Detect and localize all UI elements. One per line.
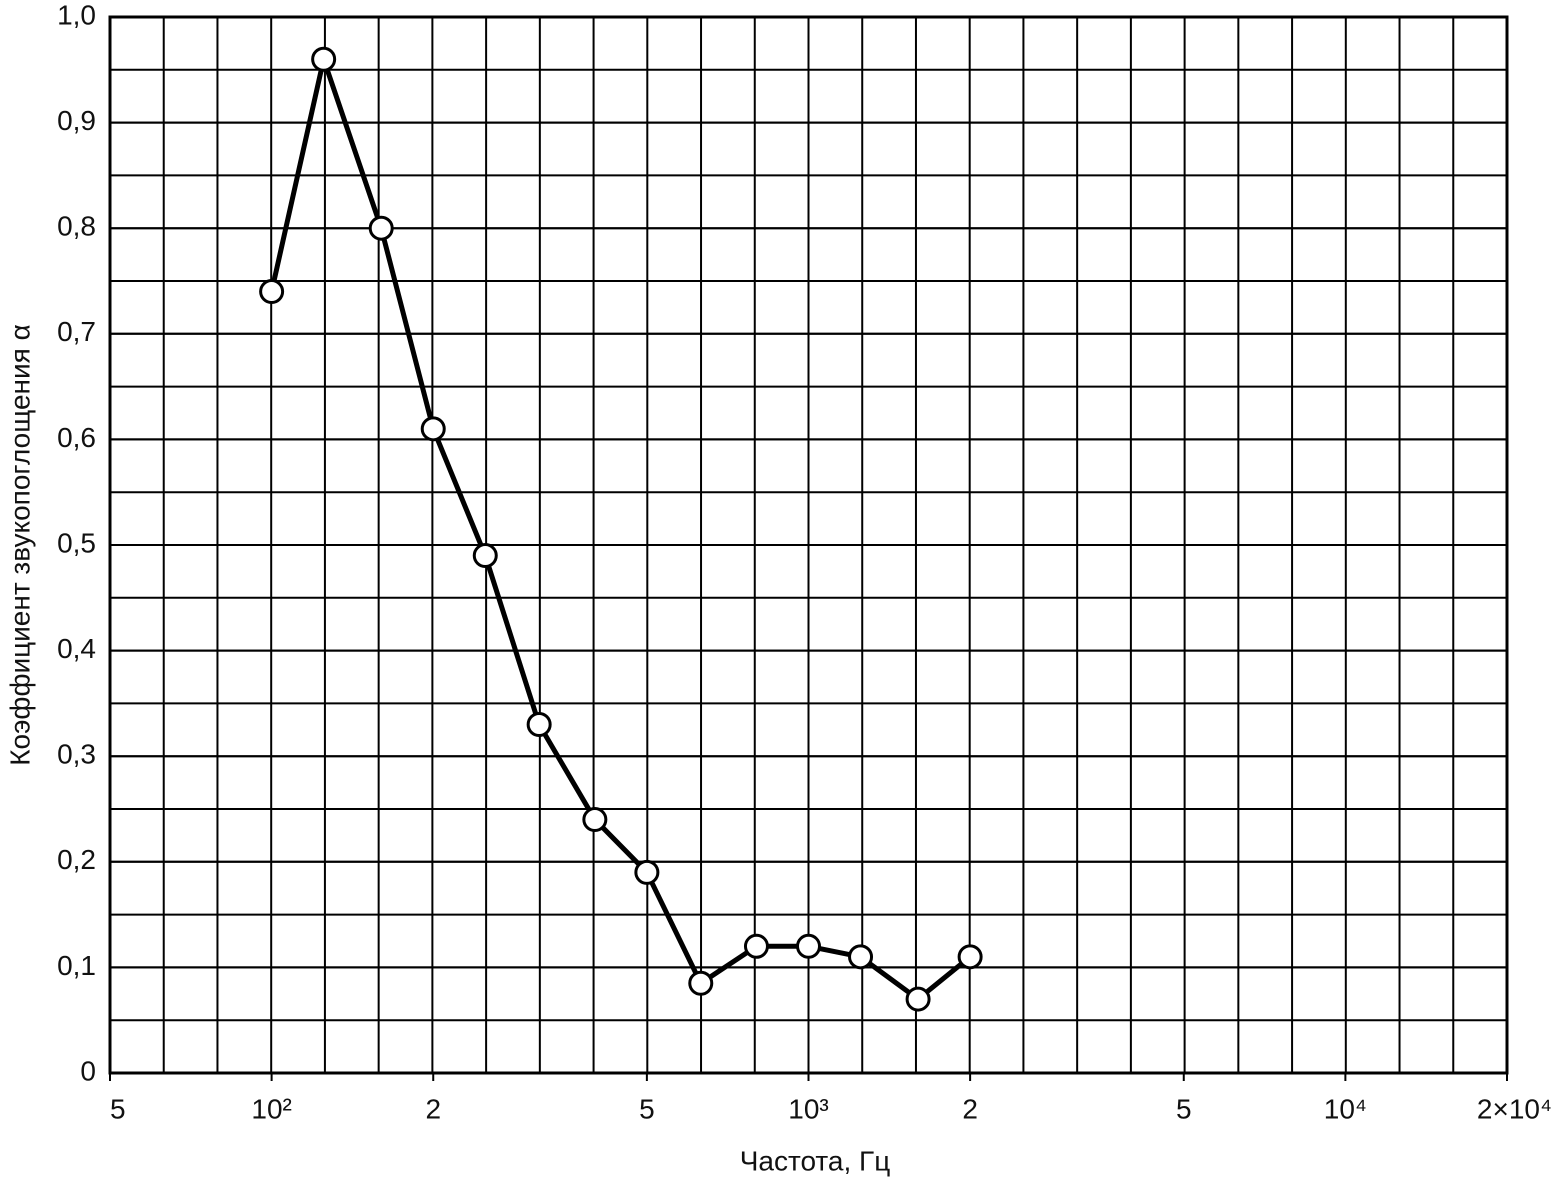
- data-point: [634, 859, 660, 885]
- x-tick-label: 5: [110, 1093, 126, 1124]
- data-point: [796, 933, 821, 959]
- y-tick-label: 0,3: [57, 739, 96, 770]
- data-point: [688, 970, 714, 996]
- y-tick-label: 1,0: [57, 0, 96, 30]
- y-tick-label: 0,8: [57, 211, 96, 242]
- data-point: [472, 543, 498, 569]
- data-point: [848, 944, 874, 970]
- data-point: [420, 416, 446, 442]
- y-tick-label: 0,7: [57, 316, 96, 347]
- y-tick-label: 0: [80, 1055, 96, 1086]
- x-tick-label: 2: [425, 1093, 441, 1124]
- x-tick-label: 2×10⁴: [1477, 1093, 1552, 1124]
- x-tick-label: 2: [962, 1093, 978, 1124]
- y-tick-label: 0,6: [57, 422, 96, 453]
- data-point: [259, 279, 285, 305]
- plot-frame: [108, 15, 1509, 1075]
- y-tick-label: 0,2: [57, 844, 96, 875]
- data-line: [269, 56, 972, 1002]
- x-tick-label: 10²: [251, 1093, 291, 1124]
- data-point: [582, 807, 608, 833]
- x-tick-label: 5: [1176, 1093, 1192, 1124]
- x-tick-label: 5: [639, 1093, 655, 1124]
- data-point: [957, 944, 983, 970]
- x-tick-label: 10³: [788, 1093, 828, 1124]
- y-tick-label: 0,9: [57, 105, 96, 136]
- x-axis-label: Частота, Гц: [740, 1145, 891, 1176]
- x-tick-label: 10⁴: [1324, 1093, 1367, 1124]
- data-point: [368, 215, 394, 241]
- data-point: [526, 712, 552, 738]
- y-axis-label: Коэффициент звукопоглощения α: [4, 324, 35, 766]
- y-tick-label: 0,1: [57, 950, 96, 981]
- data-point: [905, 986, 931, 1012]
- y-tick-label: 0,5: [57, 527, 96, 558]
- data-point: [743, 933, 769, 959]
- y-tick-label: 0,4: [57, 633, 96, 664]
- data-point: [311, 46, 337, 72]
